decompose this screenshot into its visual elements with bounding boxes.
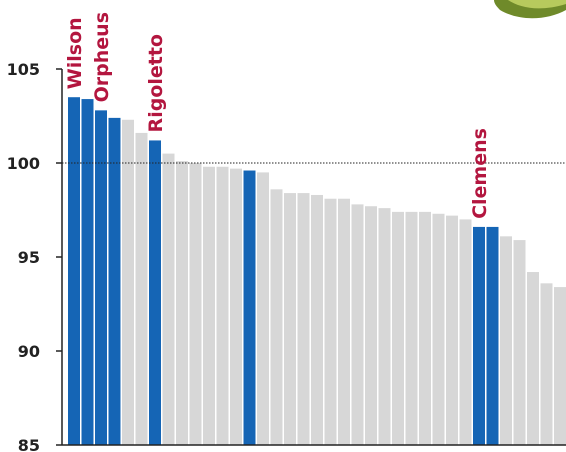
bar (108, 117, 121, 445)
annotation-label: Orpheus (91, 12, 113, 102)
bar (351, 204, 364, 445)
bar (203, 166, 215, 445)
leaf-decoration (494, 0, 566, 19)
bar (324, 198, 337, 445)
bar (432, 213, 445, 445)
bar (216, 166, 229, 445)
bar (419, 211, 431, 445)
leaf-highlight (508, 0, 566, 9)
bar (284, 193, 296, 445)
bar (527, 272, 539, 445)
bar (135, 132, 148, 446)
bars-group (68, 97, 566, 446)
bar (378, 208, 391, 445)
bar (365, 206, 377, 445)
bar (297, 193, 310, 445)
bar (81, 99, 94, 445)
bar (122, 119, 134, 445)
bar (95, 110, 107, 446)
annotations-group: Wilson Orpheus Rigoletto Clemens (64, 12, 491, 219)
bar (243, 170, 256, 445)
bar (230, 168, 242, 445)
bar (446, 215, 458, 445)
bar (338, 198, 350, 445)
bar (176, 161, 188, 445)
bar (68, 97, 80, 445)
bar (189, 163, 202, 445)
y-tick-label: 100 (7, 154, 40, 173)
y-tick-label: 105 (7, 60, 40, 79)
bar (500, 236, 512, 445)
y-tick-label: 85 (18, 436, 40, 452)
y-axis: 85 90 95 100 105 (7, 60, 566, 452)
bar (392, 211, 404, 445)
bar (473, 226, 485, 445)
annotation-label: Wilson (64, 17, 86, 89)
annotation-label: Clemens (469, 128, 491, 219)
bar (162, 153, 175, 445)
y-tick-label: 90 (18, 342, 40, 361)
bar (257, 172, 269, 445)
bar (270, 189, 283, 445)
bar (540, 283, 553, 445)
bar (554, 287, 566, 445)
annotation-label: Rigoletto (145, 34, 167, 132)
bar (486, 226, 499, 445)
bar (405, 211, 418, 445)
bar (149, 140, 161, 445)
bar (311, 194, 323, 445)
y-tick-label: 95 (18, 248, 40, 267)
bar (459, 219, 472, 445)
bar (513, 240, 526, 445)
